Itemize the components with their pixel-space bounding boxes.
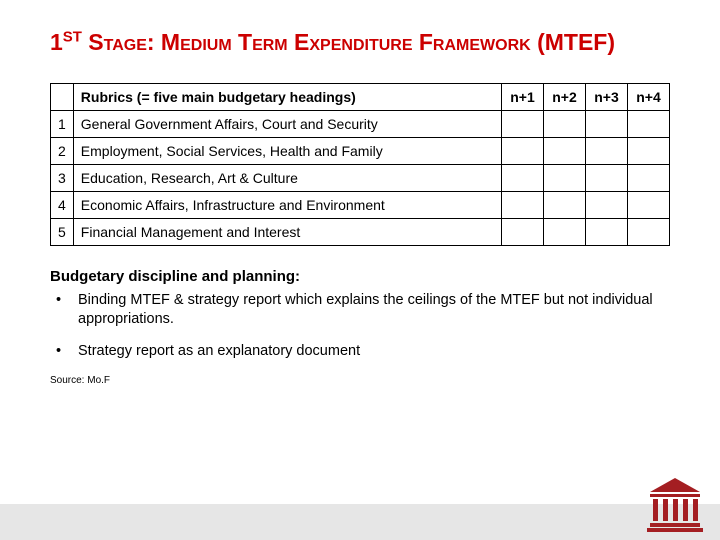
row-label: Employment, Social Services, Health and … [73,137,501,164]
row-number: 1 [51,110,74,137]
th-year-3: n+3 [586,83,628,110]
row-number: 2 [51,137,74,164]
row-number: 3 [51,164,74,191]
th-year-4: n+4 [628,83,670,110]
section-heading: Budgetary discipline and planning: [50,268,670,285]
year-cell [502,110,544,137]
year-cell [628,218,670,245]
th-rubric: Rubrics (= five main budgetary headings) [73,83,501,110]
row-label: Education, Research, Art & Culture [73,164,501,191]
year-cell [586,218,628,245]
bullet-list: Binding MTEF & strategy report which exp… [56,291,670,362]
footer-bar [0,504,720,540]
year-cell [628,164,670,191]
th-blank [51,83,74,110]
year-cell [586,164,628,191]
list-item: Binding MTEF & strategy report which exp… [56,291,670,330]
row-number: 5 [51,218,74,245]
year-cell [502,218,544,245]
year-cell [502,137,544,164]
year-cell [586,110,628,137]
table-row: 5Financial Management and Interest [51,218,670,245]
year-cell [628,110,670,137]
slide-title: 1ST Stage: Medium Term Expenditure Frame… [50,28,670,57]
year-cell [628,191,670,218]
th-year-1: n+1 [502,83,544,110]
rubrics-table: Rubrics (= five main budgetary headings)… [50,83,670,246]
year-cell [544,164,586,191]
table-row: 4Economic Affairs, Infrastructure and En… [51,191,670,218]
year-cell [586,191,628,218]
year-cell [502,191,544,218]
table-row: 3Education, Research, Art & Culture [51,164,670,191]
row-label: Economic Affairs, Infrastructure and Env… [73,191,501,218]
list-item: Strategy report as an explanatory docume… [56,342,670,362]
year-cell [502,164,544,191]
row-label: Financial Management and Interest [73,218,501,245]
row-number: 4 [51,191,74,218]
row-label: General Government Affairs, Court and Se… [73,110,501,137]
rubrics-tbody: 1General Government Affairs, Court and S… [51,110,670,245]
source-text: Source: Mo.F [50,375,670,386]
year-cell [544,137,586,164]
year-cell [544,110,586,137]
year-cell [628,137,670,164]
table-row: 1General Government Affairs, Court and S… [51,110,670,137]
year-cell [586,137,628,164]
table-row: 2Employment, Social Services, Health and… [51,137,670,164]
year-cell [544,191,586,218]
th-year-2: n+2 [544,83,586,110]
parliament-logo-icon [644,472,706,534]
year-cell [544,218,586,245]
